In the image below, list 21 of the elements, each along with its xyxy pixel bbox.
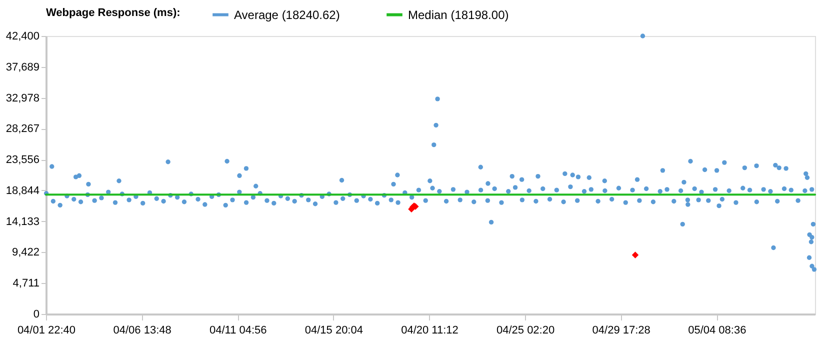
x-tick-label: 04/20 11:12: [401, 324, 458, 336]
y-tick-label: 23,556: [6, 154, 40, 166]
x-tick-label: 04/06 13:48: [113, 324, 172, 336]
x-tick-label: 04/29 17:28: [592, 324, 650, 336]
x-tick-label: 04/15 20:04: [304, 324, 363, 336]
x-tick-label: 04/01 22:40: [17, 324, 76, 336]
y-tick-label: 37,689: [6, 61, 40, 74]
legend-label: Average (18240.62): [234, 8, 340, 22]
y-tick-label: 0: [33, 308, 40, 320]
y-tick-label: 18,844: [6, 184, 40, 197]
y-tick-label: 14,133: [6, 216, 40, 228]
y-tick-label: 9,422: [12, 246, 40, 259]
x-tick-label: 05/04 08:36: [688, 324, 746, 336]
y-tick-label: 42,400: [6, 30, 40, 42]
legend-label: Median (18198.00): [408, 8, 509, 22]
legend-title: Webpage Response (ms):: [46, 7, 180, 19]
x-tick-label: 04/11 04:56: [209, 324, 267, 336]
y-tick-label: 32,978: [6, 92, 40, 104]
y-tick-label: 4,711: [12, 278, 40, 290]
x-tick-label: 04/25 02:20: [496, 324, 555, 336]
y-tick-label: 28,267: [6, 123, 40, 136]
